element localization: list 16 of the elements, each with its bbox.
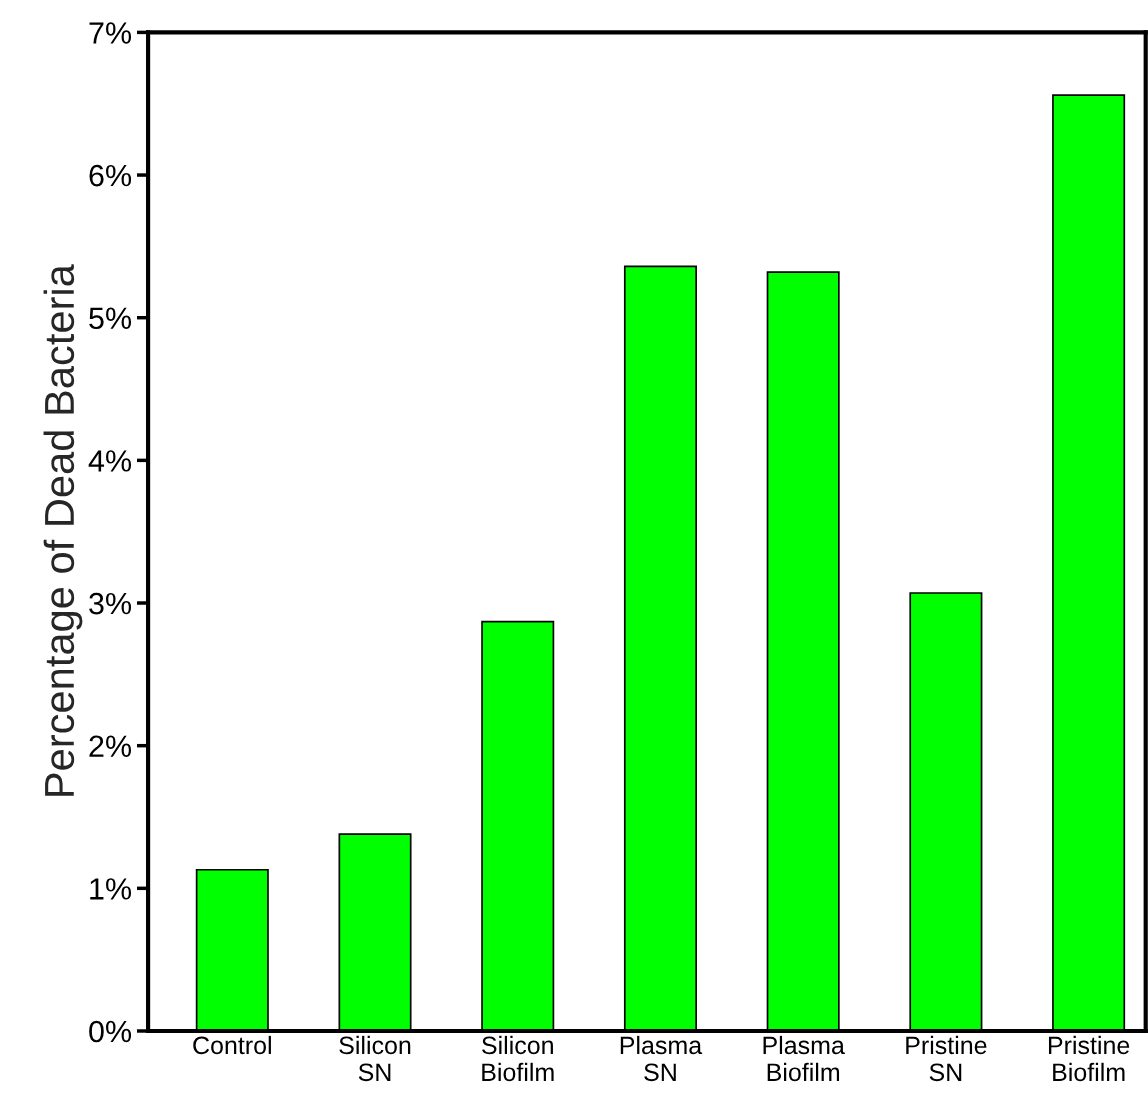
x-tick-label: Plasma SN xyxy=(620,1035,703,1082)
x-tick-label: Pristine SN xyxy=(906,1035,987,1082)
y-tick-label: 0% xyxy=(89,1020,132,1043)
x-tick-label: Silicon SN xyxy=(339,1035,411,1082)
y-axis-title: Percentage of Dead Bacteria xyxy=(43,264,83,796)
y-tick-label: 5% xyxy=(89,307,132,330)
y-tick-label: 1% xyxy=(90,878,132,900)
y-tick-label: 6% xyxy=(89,164,132,187)
x-tick-label: Silicon Biofilm xyxy=(482,1035,554,1082)
y-tick-label: 4% xyxy=(88,450,132,472)
y-tick-label: 2% xyxy=(89,735,132,757)
x-tick-label: Pristine Biofilm xyxy=(1048,1035,1130,1082)
y-tick-label: 7% xyxy=(89,22,132,44)
y-tick-label: 3% xyxy=(89,592,132,615)
x-tick-label: Control xyxy=(193,1035,271,1055)
x-tick-label: Plasma Biofilm xyxy=(763,1035,845,1082)
